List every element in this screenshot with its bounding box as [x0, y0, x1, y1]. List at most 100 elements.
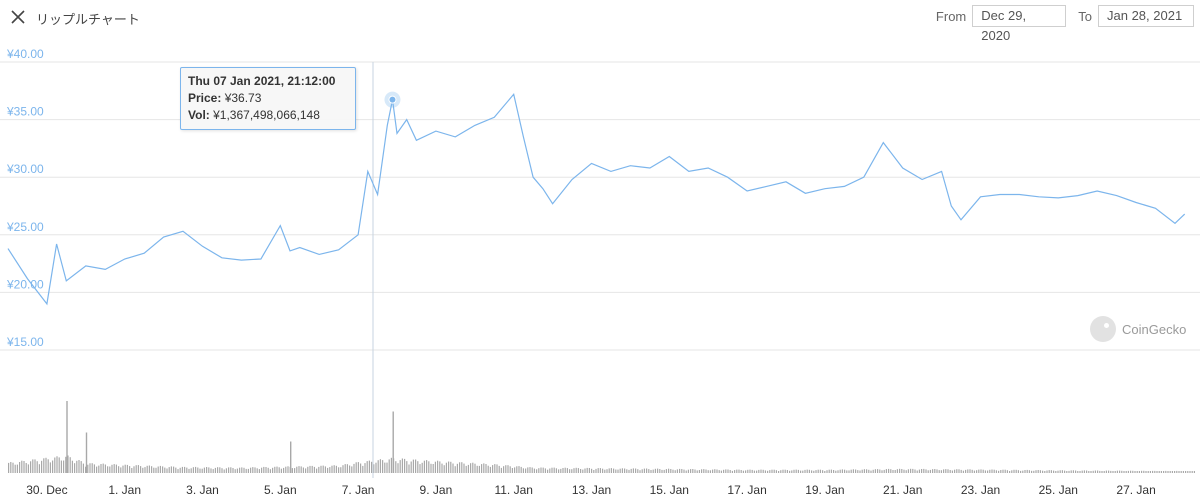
volume-bar — [199, 468, 201, 473]
volume-bar — [349, 465, 351, 473]
volume-bar — [863, 469, 865, 473]
volume-bar — [976, 470, 978, 473]
volume-bar — [780, 470, 782, 473]
volume-bar — [109, 466, 111, 473]
volume-bar — [467, 464, 469, 473]
volume-bar — [1006, 470, 1008, 473]
volume-bar — [1011, 470, 1013, 473]
from-date-input[interactable]: Dec 29, 2020 — [972, 5, 1067, 43]
volume-bar — [102, 463, 104, 473]
volume-bar — [734, 470, 736, 473]
volume-bar — [727, 469, 729, 473]
volume-bar — [1134, 471, 1136, 473]
volume-bar — [819, 469, 821, 473]
volume-bar — [66, 401, 68, 473]
volume-bar — [773, 469, 775, 473]
volume-bar — [316, 468, 318, 473]
volume-bar — [290, 441, 292, 473]
volume-bar — [751, 469, 753, 473]
volume-bar — [945, 469, 947, 473]
volume-bar — [392, 411, 394, 473]
volume-bar — [406, 461, 408, 473]
volume-bar — [903, 469, 905, 473]
volume-bar — [516, 466, 518, 473]
volume-bar — [206, 467, 208, 473]
volume-bar — [797, 469, 799, 473]
volume-bar — [670, 469, 672, 473]
y-tick-label: ¥30.00 — [6, 162, 44, 176]
volume-bar — [294, 468, 296, 473]
x-tick-label: 9. Jan — [420, 483, 453, 497]
volume-bar — [828, 469, 830, 473]
volume-bar — [566, 468, 568, 473]
volume-bar — [1112, 471, 1114, 473]
volume-bar — [661, 469, 663, 473]
volume-bar — [1000, 470, 1002, 473]
volume-bar — [1141, 470, 1143, 473]
volume-bar — [874, 469, 876, 473]
volume-bar — [1066, 471, 1068, 473]
tooltip-date: Thu 07 Jan 2021, 21:12:00 — [188, 74, 336, 88]
volume-bar — [80, 461, 82, 473]
volume-bar — [725, 469, 727, 473]
volume-bar — [804, 469, 806, 473]
volume-bar — [14, 464, 16, 473]
volume-bar — [663, 469, 665, 473]
volume-bar — [943, 469, 945, 473]
volume-bar — [459, 462, 461, 473]
volume-bar — [555, 468, 557, 473]
volume-bar — [588, 468, 590, 473]
volume-bar — [800, 470, 802, 473]
coingecko-watermark: CoinGecko — [1090, 316, 1186, 342]
volume-bar — [949, 470, 951, 473]
volume-bar — [1086, 470, 1088, 473]
volume-bar — [346, 464, 348, 473]
volume-bar — [806, 469, 808, 473]
close-button[interactable] — [8, 7, 28, 27]
volume-bar — [49, 462, 51, 473]
volume-bar — [1037, 470, 1039, 473]
to-label: To — [1078, 8, 1092, 24]
volume-bar — [1171, 471, 1173, 473]
volume-bar — [1187, 471, 1189, 473]
volume-bar — [1002, 469, 1004, 473]
volume-bar — [731, 470, 733, 473]
volume-bar — [934, 469, 936, 473]
volume-bar — [1158, 471, 1160, 473]
volume-bar — [1033, 470, 1035, 473]
volume-bar — [412, 459, 414, 473]
volume-bar — [531, 467, 533, 473]
to-date-input[interactable]: Jan 28, 2021 — [1098, 5, 1194, 27]
volume-bar — [219, 467, 221, 473]
volume-bar — [573, 468, 575, 473]
volume-bar — [687, 469, 689, 473]
volume-bar — [133, 466, 135, 473]
volume-bar — [388, 459, 390, 473]
volume-bar — [454, 466, 456, 473]
volume-bar — [287, 466, 289, 473]
volume-bar — [925, 469, 927, 473]
volume-bar — [1068, 470, 1070, 473]
volume-bar — [445, 462, 447, 473]
volume-bar — [771, 469, 773, 473]
volume-bar — [357, 462, 359, 473]
volume-bar — [899, 468, 901, 473]
volume-bar — [386, 462, 388, 473]
volume-bar — [173, 466, 175, 473]
volume-bar — [214, 467, 216, 473]
volume-bar — [278, 467, 280, 473]
volume-bar — [67, 455, 69, 473]
volume-bar — [1180, 471, 1182, 473]
volume-bar — [236, 468, 238, 473]
volume-bar — [85, 466, 87, 473]
volume-bar — [527, 467, 529, 473]
x-tick-label: 17. Jan — [727, 483, 766, 497]
hover-dot — [388, 95, 397, 104]
volume-bar — [571, 469, 573, 473]
volume-bar — [1165, 470, 1167, 473]
volume-bar — [166, 468, 168, 473]
volume-bar — [377, 460, 379, 473]
volume-bar — [384, 462, 386, 473]
volume-bar — [135, 465, 137, 473]
